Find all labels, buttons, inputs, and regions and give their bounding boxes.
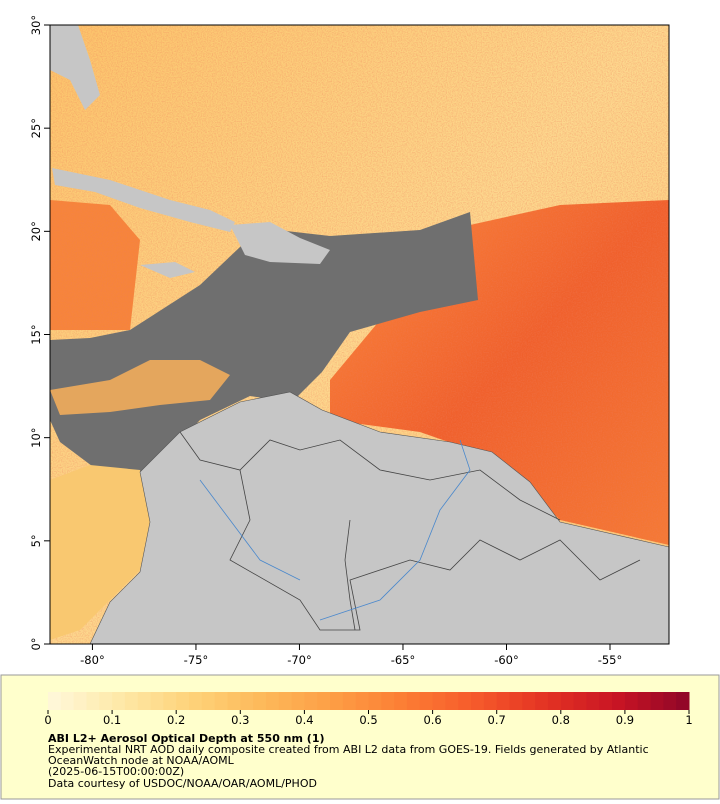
colorbar-cell xyxy=(599,692,613,710)
colorbar-tick-label: 0.5 xyxy=(359,713,377,727)
colorbar-tick-label: 0.1 xyxy=(103,713,121,727)
colorbar-cell xyxy=(265,692,280,710)
colorbar-cell xyxy=(304,692,318,710)
colorbar-tick-label: 0.4 xyxy=(295,713,313,727)
aod-patch xyxy=(50,360,230,415)
colorbar-cell xyxy=(330,692,344,710)
colorbar-cell xyxy=(419,692,434,710)
colorbar-cell xyxy=(663,692,677,710)
colorbar-cell xyxy=(522,692,536,710)
colorbar-cell xyxy=(432,692,446,710)
colorbar-cell xyxy=(573,692,587,710)
river xyxy=(199,479,301,581)
caption-title: ABI L2+ Aerosol Optical Depth at 550 nm … xyxy=(48,732,325,745)
colorbar-cell xyxy=(86,692,100,710)
caption-line: (2025-06-15T00:00:00Z) xyxy=(48,765,184,778)
colorbar-cell xyxy=(406,692,421,710)
colorbar-cell xyxy=(99,692,113,710)
land-hispaniola xyxy=(230,222,330,264)
colorbar: 0 0.1 0.2 0.3 0.4 0.5 0.6 0.7 0.8 0.9 1 xyxy=(44,692,693,727)
x-tick-label: -55° xyxy=(598,653,623,667)
colorbar-cell xyxy=(445,692,459,710)
colorbar-tick-label: 0.6 xyxy=(423,713,441,727)
colorbar-cell xyxy=(612,692,626,710)
colorbar-cell xyxy=(150,692,164,710)
colorbar-cell xyxy=(368,692,382,710)
colorbar-cell xyxy=(124,692,139,710)
colorbar-cell xyxy=(137,692,152,710)
colorbar-cell xyxy=(291,692,305,710)
colorbar-tick-label: 1 xyxy=(685,713,692,727)
colorbar-cell xyxy=(394,692,408,710)
colorbar-tick-label: 0.9 xyxy=(616,713,634,727)
caption-line: Experimental NRT AOD daily composite cre… xyxy=(48,743,649,756)
x-tick-label: -70° xyxy=(287,653,312,667)
y-tick-label: 30° xyxy=(29,15,43,35)
colorbar-cell xyxy=(189,692,203,710)
colorbar-tick-label: 0.3 xyxy=(231,713,249,727)
colorbar-cell xyxy=(240,692,254,710)
y-tick-label: 20° xyxy=(29,221,43,241)
colorbar-cell xyxy=(458,692,472,710)
x-tick-label: -75° xyxy=(184,653,209,667)
colorbar-cell xyxy=(163,692,177,710)
colorbar-cell xyxy=(278,692,293,710)
no-data-sea xyxy=(50,212,478,472)
border xyxy=(179,431,561,521)
colorbar-tick-label: 0.8 xyxy=(552,713,570,727)
colorbar-cell xyxy=(676,692,690,710)
x-tick-label: -65° xyxy=(391,653,416,667)
colorbar-cell xyxy=(227,692,241,710)
colorbar-cell xyxy=(471,692,485,710)
colorbar-cell xyxy=(342,692,357,710)
colorbar-tick-label: 0.7 xyxy=(488,713,506,727)
colorbar-cell xyxy=(509,692,523,710)
land-florida xyxy=(50,25,100,110)
colorbar-cell xyxy=(112,692,126,710)
colorbar-cell xyxy=(381,692,395,710)
y-tick-label: 5° xyxy=(29,534,43,547)
y-tick-label: 15° xyxy=(29,324,43,344)
colorbar-cell xyxy=(650,692,664,710)
colorbar-cell xyxy=(214,692,228,710)
caption-line: OceanWatch node at NOAA/AOML xyxy=(48,754,235,767)
colorbar-cell xyxy=(317,692,331,710)
colorbar-cell xyxy=(496,692,511,710)
x-tick-label: -80° xyxy=(80,653,105,667)
colorbar-cell xyxy=(535,692,549,710)
aod-central-america xyxy=(50,465,150,640)
colorbar-cell xyxy=(586,692,600,710)
colorbar-cell xyxy=(48,692,62,710)
caption-line: Data courtesy of USDOC/NOAA/OAR/AOML/PHO… xyxy=(48,777,317,790)
land-cuba xyxy=(52,168,235,232)
colorbar-cell xyxy=(624,692,639,710)
colorbar-cell xyxy=(560,692,575,710)
colorbar-cell xyxy=(355,692,369,710)
x-tick-label: -60° xyxy=(494,653,519,667)
border xyxy=(344,519,356,631)
colorbar-cell xyxy=(60,692,75,710)
axis-ticks: -80° -75° -70° -65° -60° -55° 0° 5° 10° 15° 20° 25°… xyxy=(29,15,622,667)
land-jamaica xyxy=(140,262,195,278)
colorbar-cell xyxy=(547,692,562,710)
colorbar-cell xyxy=(176,692,190,710)
border xyxy=(229,469,641,631)
colorbar-tick-label: 0 xyxy=(44,713,51,727)
colorbar-cell xyxy=(637,692,652,710)
y-tick-label: 0° xyxy=(29,637,43,650)
y-tick-label: 10° xyxy=(29,427,43,447)
map-area xyxy=(50,25,669,644)
colorbar-cell xyxy=(253,692,267,710)
colorbar-cell xyxy=(201,692,216,710)
colorbar-tick-label: 0.2 xyxy=(167,713,185,727)
y-tick-label: 25° xyxy=(29,118,43,138)
land-south-america xyxy=(89,391,669,644)
colorbar-cell xyxy=(483,692,498,710)
colorbar-cell xyxy=(73,692,87,710)
river xyxy=(319,439,471,621)
